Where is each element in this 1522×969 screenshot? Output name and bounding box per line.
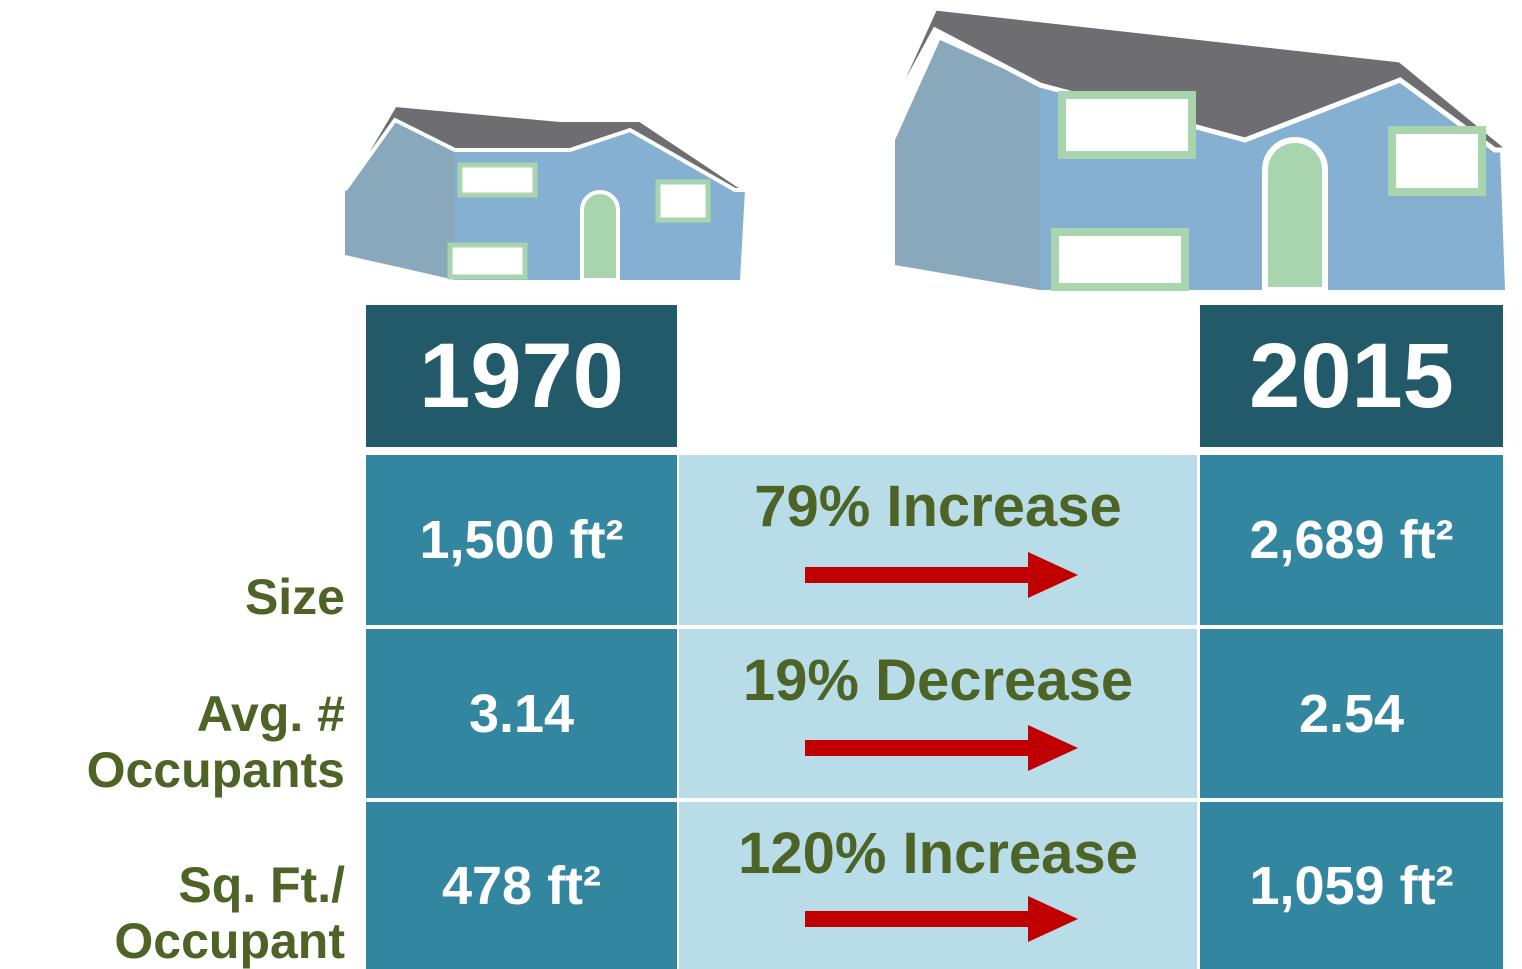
arrow bbox=[805, 896, 1078, 942]
house-2015 bbox=[872, 5, 1518, 293]
label-line: Sq. Ft./ bbox=[178, 857, 345, 913]
change-cell: 19% Decrease bbox=[679, 629, 1197, 798]
value-1970: 3.14 bbox=[366, 629, 677, 798]
house-1970 bbox=[343, 102, 752, 282]
label-line: Avg. # bbox=[196, 686, 345, 742]
arrow bbox=[805, 552, 1078, 598]
value-1970: 1,500 ft² bbox=[366, 455, 677, 625]
change-text: 19% Decrease bbox=[742, 648, 1134, 713]
row-label: Avg. # Occupants bbox=[0, 629, 345, 798]
change-text: 120% Increase bbox=[738, 821, 1138, 886]
change-text: 79% Increase bbox=[754, 474, 1122, 539]
value-2015: 1,059 ft² bbox=[1200, 802, 1503, 969]
change-cell: 120% Increase bbox=[679, 802, 1197, 969]
label-line: Occupants bbox=[86, 742, 345, 798]
row-label: Size bbox=[0, 455, 345, 625]
label-line: Occupant bbox=[114, 913, 345, 969]
year-header: 2015 bbox=[1200, 305, 1503, 447]
value-2015: 2,689 ft² bbox=[1200, 455, 1503, 625]
change-cell: 79% Increase bbox=[679, 455, 1197, 625]
year-header: 1970 bbox=[366, 305, 677, 447]
value-1970: 478 ft² bbox=[366, 802, 677, 969]
houses bbox=[343, 5, 1518, 293]
row-label: Sq. Ft./Occupant bbox=[0, 802, 345, 969]
arrow bbox=[805, 725, 1078, 771]
value-2015: 2.54 bbox=[1200, 629, 1503, 798]
label-line: Size bbox=[244, 569, 345, 625]
